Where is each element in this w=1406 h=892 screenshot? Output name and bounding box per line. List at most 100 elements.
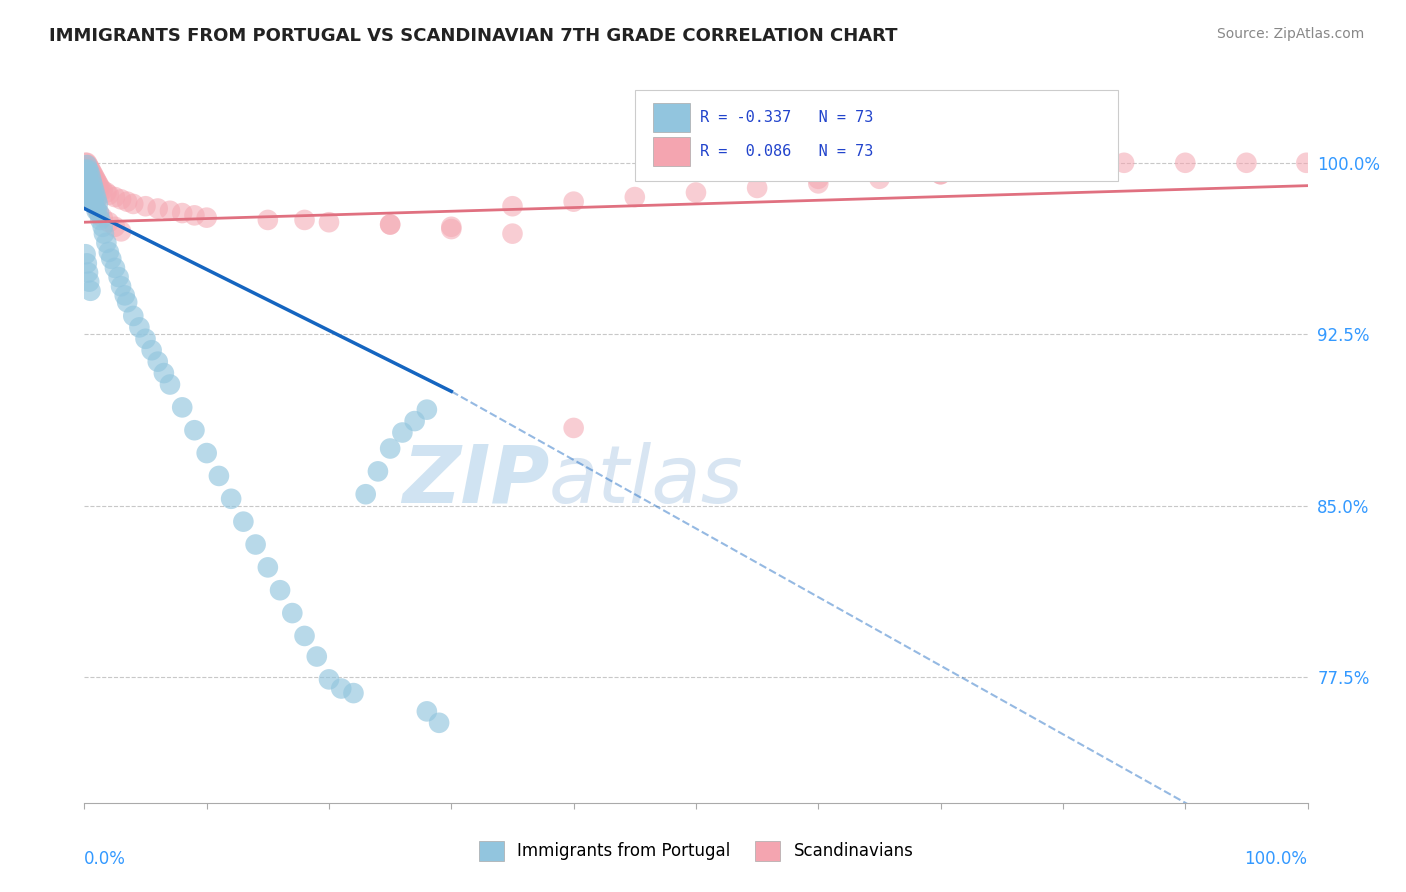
- FancyBboxPatch shape: [654, 103, 690, 132]
- Point: [257, 213, 280, 227]
- Point: [82, 167, 104, 181]
- Point: [82, 192, 104, 206]
- Point: [416, 704, 439, 718]
- Point: [269, 583, 291, 598]
- Point: [96, 235, 118, 250]
- Point: [110, 279, 132, 293]
- Point: [77, 167, 100, 181]
- Point: [1052, 158, 1074, 172]
- Point: [195, 446, 218, 460]
- Point: [747, 181, 769, 195]
- Point: [86, 174, 108, 188]
- Point: [79, 183, 101, 197]
- Text: R = -0.337   N = 73: R = -0.337 N = 73: [700, 110, 873, 125]
- Point: [122, 197, 145, 211]
- Point: [91, 211, 114, 225]
- Point: [122, 309, 145, 323]
- Point: [208, 469, 231, 483]
- Point: [75, 171, 97, 186]
- Point: [76, 177, 98, 191]
- Point: [159, 377, 181, 392]
- Text: ZIP: ZIP: [402, 442, 550, 520]
- Point: [562, 421, 585, 435]
- Point: [75, 165, 97, 179]
- Point: [87, 206, 110, 220]
- Text: atlas: atlas: [550, 442, 744, 520]
- Point: [1114, 155, 1136, 169]
- Point: [330, 681, 353, 696]
- Point: [427, 715, 450, 730]
- Point: [869, 171, 891, 186]
- Point: [380, 218, 402, 232]
- Point: [86, 203, 108, 218]
- Point: [562, 194, 585, 209]
- Point: [76, 169, 98, 184]
- Point: [83, 183, 105, 197]
- Point: [75, 183, 97, 197]
- Legend: Immigrants from Portugal, Scandinavians: Immigrants from Portugal, Scandinavians: [472, 834, 920, 868]
- Point: [96, 186, 118, 200]
- Point: [257, 560, 280, 574]
- Point: [354, 487, 377, 501]
- Point: [82, 192, 104, 206]
- Point: [440, 222, 463, 236]
- Point: [416, 402, 439, 417]
- Point: [97, 187, 120, 202]
- Text: 100.0%: 100.0%: [1244, 850, 1308, 868]
- Point: [219, 491, 242, 506]
- Point: [77, 165, 100, 179]
- Point: [172, 206, 194, 220]
- Point: [76, 167, 98, 181]
- Point: [135, 332, 157, 346]
- Point: [97, 215, 120, 229]
- Point: [80, 174, 103, 188]
- Point: [391, 425, 413, 440]
- Point: [75, 162, 97, 177]
- Point: [245, 537, 267, 551]
- Point: [91, 219, 114, 234]
- Point: [146, 354, 169, 368]
- Point: [624, 190, 647, 204]
- Point: [80, 165, 103, 179]
- Point: [115, 194, 138, 209]
- Point: [83, 169, 105, 184]
- Point: [86, 202, 108, 216]
- Point: [232, 515, 254, 529]
- Point: [294, 629, 316, 643]
- Point: [77, 158, 100, 172]
- Point: [991, 162, 1014, 177]
- Point: [141, 343, 163, 358]
- Point: [89, 181, 111, 195]
- Point: [1236, 155, 1258, 169]
- Point: [1295, 155, 1317, 169]
- Point: [110, 224, 132, 238]
- Point: [172, 401, 194, 415]
- Point: [87, 178, 110, 193]
- Point: [77, 174, 100, 188]
- Point: [77, 275, 100, 289]
- Point: [84, 187, 107, 202]
- Text: 0.0%: 0.0%: [84, 850, 127, 868]
- Point: [77, 178, 100, 193]
- Point: [146, 202, 169, 216]
- Point: [79, 181, 101, 195]
- Point: [83, 197, 105, 211]
- Point: [115, 295, 138, 310]
- Point: [75, 155, 97, 169]
- Point: [807, 177, 830, 191]
- Point: [77, 181, 100, 195]
- Point: [79, 162, 101, 177]
- Point: [404, 414, 426, 428]
- Point: [79, 192, 101, 206]
- Point: [367, 464, 389, 478]
- Point: [87, 197, 110, 211]
- Point: [76, 187, 98, 202]
- Point: [294, 213, 316, 227]
- Point: [93, 227, 115, 241]
- Point: [79, 169, 101, 184]
- Point: [80, 187, 103, 202]
- Text: IMMIGRANTS FROM PORTUGAL VS SCANDINAVIAN 7TH GRADE CORRELATION CHART: IMMIGRANTS FROM PORTUGAL VS SCANDINAVIAN…: [49, 27, 897, 45]
- Point: [87, 177, 110, 191]
- Point: [195, 211, 218, 225]
- Point: [104, 219, 127, 234]
